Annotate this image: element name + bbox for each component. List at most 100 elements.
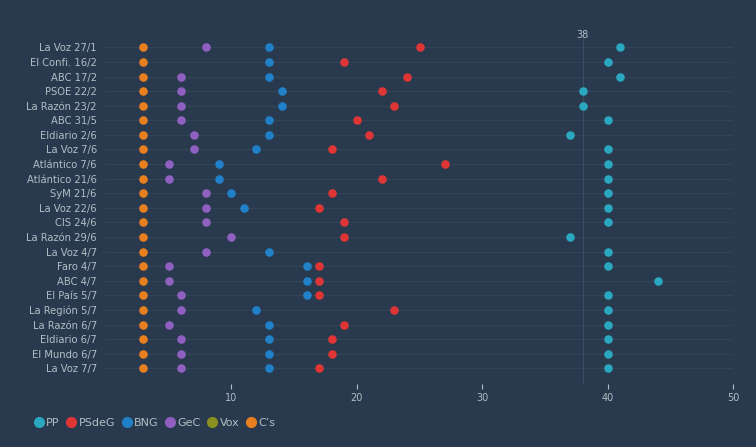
Point (138, 365, 150, 372)
Point (138, 292, 150, 299)
Point (615, 73, 627, 80)
Point (389, 102, 401, 109)
Point (351, 117, 363, 124)
Legend: PP, PSdeG, BNG, GeC, Vox, C’s: PP, PSdeG, BNG, GeC, Vox, C’s (36, 418, 275, 428)
Point (326, 190, 338, 197)
Point (263, 73, 275, 80)
Point (200, 44, 212, 51)
Point (175, 350, 187, 357)
Point (163, 277, 175, 284)
Point (401, 73, 413, 80)
Point (414, 44, 426, 51)
Point (138, 277, 150, 284)
Point (313, 365, 325, 372)
Point (200, 190, 212, 197)
Point (138, 233, 150, 240)
Point (602, 307, 614, 314)
Point (212, 160, 225, 168)
Point (212, 175, 225, 182)
Point (602, 204, 614, 211)
Point (602, 160, 614, 168)
Point (602, 336, 614, 343)
Point (338, 321, 350, 328)
Point (138, 117, 150, 124)
Point (138, 219, 150, 226)
Point (163, 160, 175, 168)
Point (602, 190, 614, 197)
Point (602, 263, 614, 270)
Point (602, 219, 614, 226)
Point (250, 146, 262, 153)
Point (138, 44, 150, 51)
Point (564, 131, 576, 139)
Point (602, 350, 614, 357)
Point (175, 365, 187, 372)
Point (263, 321, 275, 328)
Point (138, 73, 150, 80)
Point (263, 59, 275, 66)
Point (326, 350, 338, 357)
Point (138, 146, 150, 153)
Point (263, 131, 275, 139)
Point (602, 59, 614, 66)
Point (602, 292, 614, 299)
Point (313, 263, 325, 270)
Point (163, 321, 175, 328)
Point (338, 219, 350, 226)
Point (338, 59, 350, 66)
Point (338, 233, 350, 240)
Point (564, 233, 576, 240)
Point (438, 160, 451, 168)
Point (138, 248, 150, 255)
Point (175, 307, 187, 314)
Point (652, 277, 664, 284)
Point (138, 59, 150, 66)
Point (175, 88, 187, 95)
Point (187, 131, 200, 139)
Point (602, 365, 614, 372)
Point (225, 233, 237, 240)
Point (263, 44, 275, 51)
Point (263, 365, 275, 372)
Point (577, 88, 589, 95)
Point (138, 102, 150, 109)
Point (275, 88, 287, 95)
Point (175, 292, 187, 299)
Point (138, 204, 150, 211)
Point (602, 248, 614, 255)
Point (389, 307, 401, 314)
Point (175, 102, 187, 109)
Point (263, 336, 275, 343)
Point (200, 204, 212, 211)
Point (313, 292, 325, 299)
Point (275, 102, 287, 109)
Point (602, 321, 614, 328)
Point (602, 146, 614, 153)
Text: 38: 38 (577, 30, 589, 40)
Point (326, 336, 338, 343)
Point (263, 117, 275, 124)
Point (577, 102, 589, 109)
Point (326, 146, 338, 153)
Point (250, 307, 262, 314)
Point (200, 219, 212, 226)
Point (138, 190, 150, 197)
Point (602, 175, 614, 182)
Point (301, 263, 313, 270)
Point (163, 175, 175, 182)
Point (138, 131, 150, 139)
Point (175, 336, 187, 343)
Point (364, 131, 376, 139)
Point (313, 204, 325, 211)
Point (138, 263, 150, 270)
Point (376, 88, 388, 95)
Point (138, 307, 150, 314)
Point (238, 204, 250, 211)
Point (138, 350, 150, 357)
Point (263, 248, 275, 255)
Point (200, 248, 212, 255)
Point (138, 88, 150, 95)
Point (187, 146, 200, 153)
Point (138, 336, 150, 343)
Point (313, 277, 325, 284)
